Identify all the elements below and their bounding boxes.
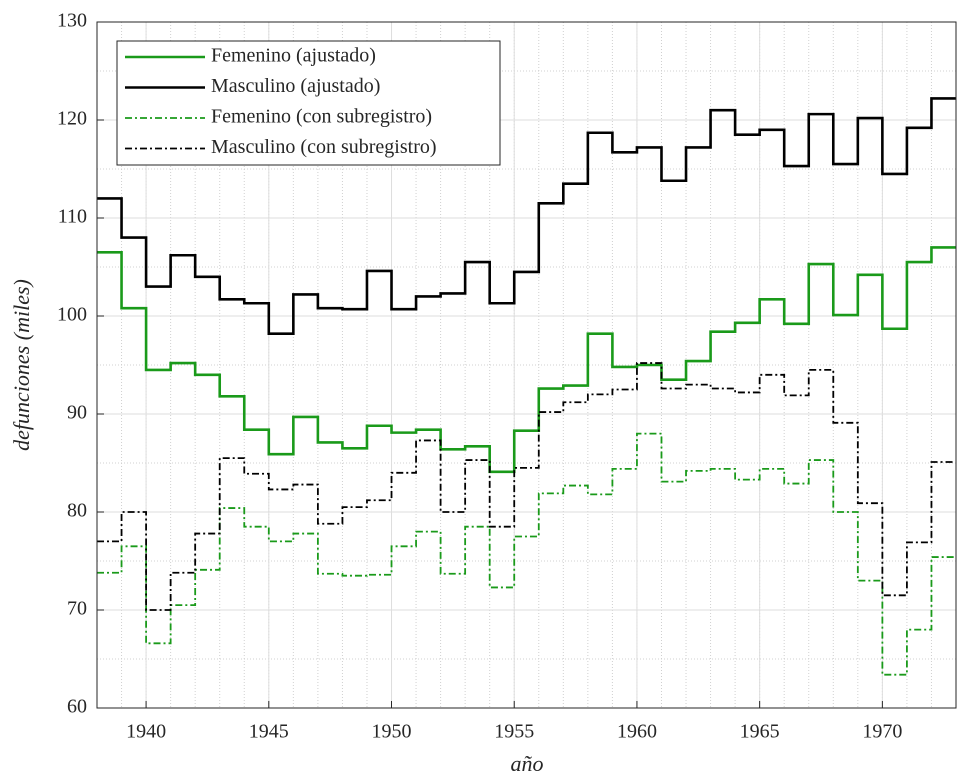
y-tick-label: 90 xyxy=(67,402,87,424)
legend: Femenino (ajustado) Masculino (ajustado) F… xyxy=(116,40,501,166)
y-tick-label: 80 xyxy=(67,500,87,522)
legend-label: Femenino (ajustado) xyxy=(211,45,376,67)
y-tick-label: 120 xyxy=(57,108,87,130)
legend-label: Masculino (ajustado) xyxy=(211,75,380,97)
plot-lines xyxy=(97,97,956,676)
step-riser xyxy=(97,362,956,611)
y-tick-label: 70 xyxy=(67,598,87,620)
x-axis-label: año xyxy=(511,751,544,776)
step-riser xyxy=(97,97,956,335)
legend-label: Femenino (con subregistro) xyxy=(211,106,432,128)
x-tick-label: 1960 xyxy=(617,721,657,743)
step-riser xyxy=(97,432,956,676)
legend-box xyxy=(116,40,501,166)
legend-label: Masculino (con subregistro) xyxy=(211,136,437,158)
x-tick-label: 1950 xyxy=(372,721,412,743)
y-axis-label: defunciones (miles) xyxy=(9,279,34,451)
y-tick-label: 110 xyxy=(58,206,87,228)
plot-frame xyxy=(96,21,957,709)
y-tick-label: 130 xyxy=(57,10,87,32)
x-tick-label: 1940 xyxy=(126,721,166,743)
x-tick-label: 1945 xyxy=(249,721,289,743)
y-tick-label: 100 xyxy=(57,304,87,326)
x-tick-label: 1965 xyxy=(740,721,780,743)
step-riser xyxy=(97,246,956,474)
tick-labels: 1940 1945 1950 1955 1960 1965 1970 60 70 80 90 100 1… xyxy=(57,10,902,743)
x-tick-label: 1970 xyxy=(862,721,902,743)
x-tick-label: 1955 xyxy=(494,721,534,743)
y-tick-label: 60 xyxy=(67,696,87,718)
